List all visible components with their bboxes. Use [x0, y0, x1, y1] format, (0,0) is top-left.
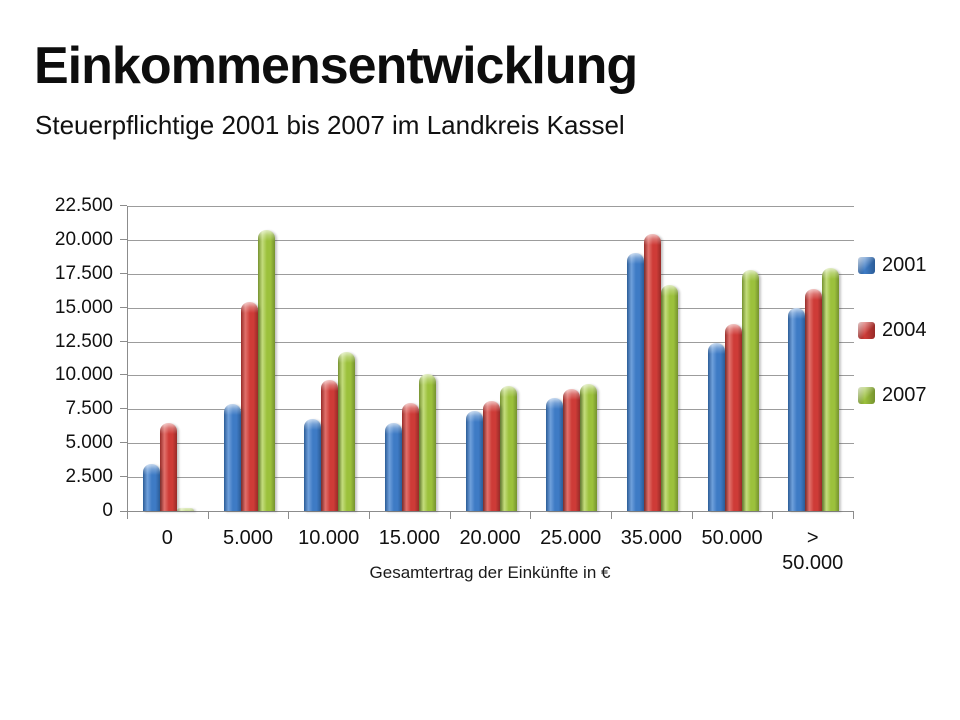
y-axis-label: 2.500	[65, 466, 113, 488]
bar-group	[451, 206, 532, 511]
bar-2001-20.000	[465, 411, 483, 511]
y-axis-tick	[120, 306, 127, 308]
gridline	[128, 273, 854, 275]
x-axis-category-label: 20.000	[459, 527, 521, 549]
x-axis-category-label: 5.000	[222, 527, 274, 549]
bar-2001-35.000	[626, 253, 644, 511]
bar-2007-25.000	[580, 384, 598, 511]
bar-group	[289, 206, 370, 511]
bar-group	[370, 206, 451, 511]
x-axis-tick	[369, 512, 370, 519]
x-axis-category-label: 35.000	[620, 527, 682, 549]
bar-groups	[128, 206, 854, 511]
bar-2007-10.000	[338, 352, 356, 511]
bar-2004-25.000	[563, 389, 581, 511]
bar-2004-50.000	[724, 324, 742, 511]
bar-2004-35.000	[643, 234, 661, 511]
bar-group	[773, 206, 854, 511]
legend-swatch-icon	[858, 257, 875, 274]
x-axis-tick	[530, 512, 531, 519]
plot-area	[127, 206, 854, 512]
gridline	[128, 206, 854, 207]
y-axis-tick	[120, 374, 127, 376]
bar-2007->50.000	[822, 268, 840, 511]
x-axis-tick	[611, 512, 612, 519]
bar-2007-15.000	[418, 374, 436, 511]
bar-group	[209, 206, 290, 511]
bar-2001-10.000	[304, 419, 322, 511]
y-axis-label: 5.000	[65, 432, 113, 454]
legend-swatch-icon	[858, 387, 875, 404]
x-axis-tick	[288, 512, 289, 519]
legend-item-2004: 2004	[858, 319, 927, 342]
bar-2004-20.000	[482, 401, 500, 511]
bar-2007-20.000	[499, 386, 517, 511]
bar-2001->50.000	[788, 308, 806, 511]
x-axis-tick	[450, 512, 451, 519]
bar-2001-15.000	[384, 423, 402, 511]
y-axis-tick	[120, 205, 127, 206]
x-axis-tick	[127, 512, 128, 519]
y-axis-tick	[120, 272, 127, 274]
y-axis-tick	[120, 511, 127, 512]
legend-swatch-icon	[858, 322, 875, 339]
bar-2004-5.000	[240, 302, 258, 511]
bar-group	[128, 206, 209, 511]
y-axis-label: 12.500	[54, 330, 113, 352]
bar-2001-5.000	[223, 404, 241, 511]
gridline	[128, 239, 854, 241]
legend-label: 2001	[882, 254, 927, 276]
x-axis-category-label: 25.000	[540, 527, 602, 549]
bar-2004-10.000	[321, 380, 339, 511]
y-axis-tick	[120, 442, 127, 444]
x-axis-category-label: > 50.000	[782, 527, 844, 574]
bar-2001-0	[142, 464, 160, 511]
x-axis-category-label: 10.000	[298, 527, 360, 549]
x-axis-tick	[208, 512, 209, 519]
legend-label: 2004	[882, 319, 927, 341]
y-axis-label: 10.000	[54, 364, 113, 386]
y-axis-label: 0	[102, 500, 113, 521]
y-axis-label: 22.500	[54, 195, 113, 216]
y-axis-label: 17.500	[54, 262, 113, 284]
y-axis-label: 20.000	[54, 228, 113, 250]
gridline	[128, 341, 854, 343]
bar-2007-0	[176, 508, 194, 511]
y-axis-label: 15.000	[54, 296, 113, 318]
page-subtitle: Steuerpflichtige 2001 bis 2007 im Landkr…	[35, 110, 625, 140]
y-axis-tick	[120, 476, 127, 478]
x-axis-category-label: 15.000	[378, 527, 440, 549]
gridline	[128, 307, 854, 309]
x-axis-tick	[772, 512, 773, 519]
bar-2001-50.000	[707, 343, 725, 511]
bar-group	[693, 206, 774, 511]
bar-2007-50.000	[741, 270, 759, 511]
bar-group	[531, 206, 612, 511]
legend-label: 2007	[882, 384, 927, 406]
x-axis-labels: 0 5.000 10.000 15.000 20.000 25.000 35.000 50.0…	[127, 526, 853, 576]
page-title: Einkommensentwicklung	[34, 37, 638, 95]
legend-item-2007: 2007	[858, 384, 927, 407]
bar-2001-25.000	[546, 398, 564, 511]
x-axis-category-label: 0	[161, 527, 173, 549]
x-axis-tick	[853, 512, 854, 519]
bar-2004-15.000	[401, 403, 419, 511]
y-axis-tick	[120, 408, 127, 410]
bar-2007-35.000	[660, 285, 678, 511]
y-axis-tick	[120, 238, 127, 240]
gridline	[128, 375, 854, 377]
x-axis-tick	[692, 512, 693, 519]
y-axis-tick	[120, 340, 127, 342]
legend-item-2001: 2001	[858, 254, 927, 277]
x-axis-title: Gesamtertrag der Einkünfte in €	[369, 563, 611, 582]
y-axis-label: 7.500	[65, 398, 113, 420]
bar-group	[612, 206, 693, 511]
bar-2004->50.000	[805, 289, 823, 511]
bar-2004-0	[159, 423, 177, 511]
x-axis-category-label: 50.000	[701, 527, 763, 549]
bar-2007-5.000	[257, 230, 275, 511]
